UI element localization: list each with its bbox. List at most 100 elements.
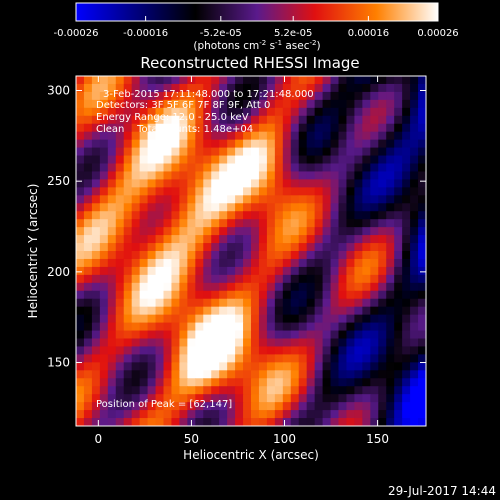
heatmap-cell	[251, 386, 260, 395]
heatmap-cell	[163, 410, 173, 419]
heatmap-cell	[322, 394, 332, 403]
heatmap-cell	[179, 378, 188, 387]
heatmap-cell	[76, 139, 85, 149]
heatmap-cell	[83, 322, 93, 332]
heatmap-cell	[410, 386, 419, 395]
heatmap-cell	[322, 298, 332, 308]
heatmap-cell	[410, 370, 419, 379]
heatmap-cell	[251, 274, 260, 284]
heatmap-cell	[83, 195, 93, 204]
heatmap-cell	[274, 290, 284, 300]
heatmap-cell	[243, 83, 252, 93]
heatmap-cell	[290, 115, 300, 125]
heatmap-cell	[394, 211, 403, 220]
heatmap-cell	[235, 171, 244, 180]
heatmap-cell	[338, 306, 348, 316]
heatmap-cell	[115, 266, 125, 276]
heatmap-cell	[203, 243, 212, 252]
heatmap-cell	[211, 258, 220, 268]
heatmap-cell	[354, 123, 363, 133]
heatmap-cell	[378, 274, 387, 284]
heatmap-cell	[306, 195, 316, 204]
heatmap-cell	[306, 147, 316, 157]
heatmap-cell	[410, 322, 419, 332]
heatmap-cell	[410, 410, 419, 419]
heatmap-cell	[179, 91, 188, 101]
heatmap-cell	[314, 314, 324, 324]
heatmap-cell	[99, 386, 109, 395]
heatmap-cell	[187, 243, 196, 252]
heatmap-cell	[290, 131, 300, 141]
heatmap-cell	[322, 187, 332, 196]
heatmap-cell	[274, 91, 284, 101]
heatmap-cell	[219, 394, 228, 403]
heatmap-cell	[418, 290, 426, 300]
heatmap-cell	[314, 139, 324, 149]
heatmap-cell	[115, 107, 125, 117]
heatmap-cell	[203, 362, 212, 371]
heatmap-cell	[195, 203, 204, 212]
heatmap-cell	[386, 354, 395, 363]
heatmap-cell	[243, 147, 252, 157]
heatmap-cell	[378, 322, 387, 332]
heatmap-cell	[394, 394, 403, 403]
heatmap-cell	[107, 99, 117, 109]
heatmap-cell	[290, 179, 300, 188]
heatmap-cell	[258, 378, 268, 387]
heatmap-cell	[410, 203, 419, 212]
heatmap-cell	[179, 203, 188, 212]
heatmap-cell	[187, 211, 196, 220]
heatmap-cell	[76, 203, 85, 212]
heatmap-cell	[203, 187, 212, 196]
heatmap-cell	[386, 274, 395, 284]
heatmap-cell	[306, 274, 316, 284]
heatmap-cell	[362, 298, 371, 308]
heatmap-cell	[274, 346, 284, 355]
heatmap-cell	[235, 91, 244, 101]
heatmap-cell	[386, 155, 395, 165]
heatmap-cell	[211, 282, 220, 292]
heatmap-cell	[322, 155, 332, 165]
heatmap-cell	[370, 123, 379, 133]
heatmap-cell	[394, 386, 403, 395]
heatmap-cell	[76, 322, 85, 332]
heatmap-cell	[219, 402, 228, 411]
heatmap-cell	[251, 123, 260, 133]
heatmap-cell	[251, 203, 260, 212]
heatmap-cell	[338, 171, 348, 180]
heatmap-cell	[99, 314, 109, 324]
heatmap-cell	[83, 251, 93, 260]
heatmap-cell	[139, 171, 149, 180]
heatmap-cell	[219, 219, 228, 228]
heatmap-cell	[195, 282, 204, 292]
heatmap-cell	[266, 131, 276, 141]
heatmap-cell	[147, 378, 157, 387]
heatmap-cell	[107, 410, 117, 419]
heatmap-cell	[99, 107, 109, 117]
heatmap-cell	[76, 274, 85, 284]
heatmap-cell	[346, 386, 355, 395]
heatmap-cell	[123, 155, 133, 165]
heatmap-cell	[298, 91, 308, 101]
heatmap-cell	[322, 306, 332, 316]
heatmap-cell	[322, 243, 332, 252]
heatmap-cell	[155, 115, 165, 125]
heatmap-cell	[123, 243, 133, 252]
heatmap-cell	[274, 394, 284, 403]
heatmap-cell	[76, 187, 85, 196]
heatmap-cell	[147, 91, 157, 101]
annotation-peak: Position of Peak = [62,147]	[96, 399, 232, 410]
heatmap-cell	[107, 115, 117, 125]
heatmap-cell	[163, 107, 173, 117]
heatmap-cell	[330, 378, 340, 387]
heatmap-cell	[99, 378, 109, 387]
heatmap-cell	[243, 219, 252, 228]
heatmap-cell	[123, 418, 133, 426]
heatmap-cell	[107, 290, 117, 300]
heatmap-cell	[370, 115, 379, 125]
heatmap-cell	[274, 107, 284, 117]
heatmap-cell	[354, 338, 363, 348]
heatmap-cell	[227, 179, 236, 188]
heatmap-cell	[410, 354, 419, 363]
heatmap-cell	[362, 338, 371, 348]
